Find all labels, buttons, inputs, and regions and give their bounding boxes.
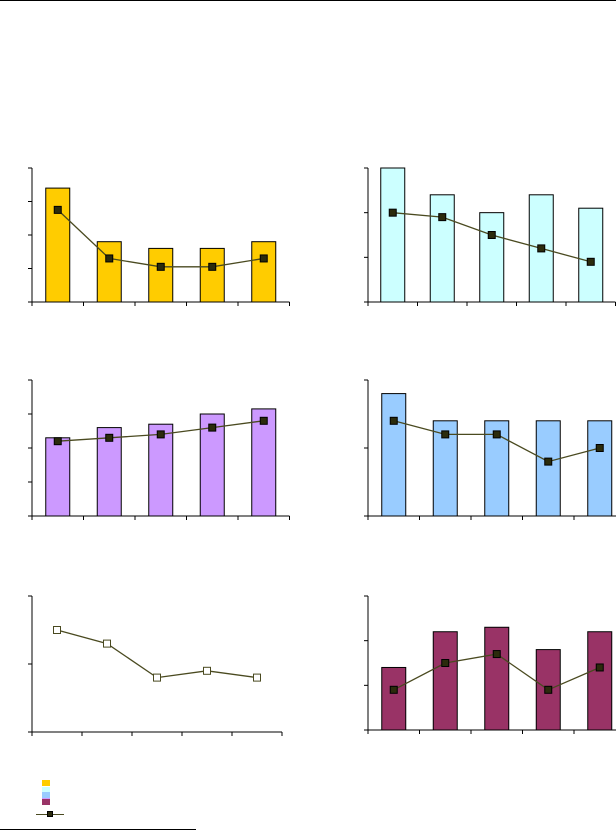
line-point-5 <box>259 416 268 425</box>
legend-swatch-cyan <box>42 787 50 793</box>
line-point-2 <box>441 430 450 439</box>
bar-2 <box>96 427 122 517</box>
series-line <box>56 629 258 679</box>
bar-5 <box>251 241 277 303</box>
chart-3 <box>28 379 290 520</box>
line-point-5 <box>595 663 604 672</box>
chart-2 <box>364 167 616 306</box>
line-point-3 <box>153 673 161 682</box>
bar-1 <box>381 393 407 517</box>
line-point-1 <box>389 416 398 425</box>
line-point-2 <box>105 254 114 263</box>
line-point-2 <box>103 639 111 648</box>
line-point-3 <box>492 430 501 439</box>
bar-1 <box>381 666 407 731</box>
line-point-2 <box>438 213 447 222</box>
bar-2 <box>429 194 455 303</box>
line-point-1 <box>53 626 61 634</box>
line-point-4 <box>544 685 553 694</box>
line-point-4 <box>537 244 546 253</box>
legend-swatch-maroon <box>42 799 50 805</box>
top-rule <box>0 0 616 1</box>
line-point-3 <box>156 430 165 439</box>
line-point-4 <box>208 262 217 271</box>
line-point-5 <box>253 673 261 682</box>
chart-5 <box>28 595 283 736</box>
legend-line-marker <box>47 811 53 817</box>
bar-5 <box>578 207 604 303</box>
line-point-3 <box>492 650 501 659</box>
bar-3 <box>148 423 174 517</box>
line-point-2 <box>105 433 114 442</box>
line-point-3 <box>487 231 496 239</box>
bar-5 <box>587 420 613 517</box>
line-point-4 <box>544 457 553 466</box>
legend-swatch-blue <box>42 792 50 798</box>
bar-5 <box>251 408 277 517</box>
line-point-2 <box>441 659 450 667</box>
line-point-4 <box>208 423 217 432</box>
bar-4 <box>199 247 225 303</box>
bar-2 <box>432 631 458 731</box>
line-point-5 <box>259 254 268 263</box>
legend-swatch-yellow <box>42 780 50 786</box>
line-point-5 <box>586 257 595 266</box>
bar-1 <box>380 167 406 303</box>
bottom-rule <box>0 829 196 830</box>
bar-5 <box>587 631 613 731</box>
bar-1 <box>45 437 71 517</box>
bar-4 <box>535 420 561 517</box>
chart-6 <box>364 595 616 734</box>
line-point-3 <box>156 262 165 271</box>
chart-1 <box>28 167 290 306</box>
bar-3 <box>148 247 174 303</box>
line-point-1 <box>389 685 398 694</box>
bar-3 <box>484 626 510 731</box>
line-point-1 <box>53 205 62 214</box>
legend <box>36 778 76 820</box>
line-point-1 <box>388 208 397 217</box>
line-point-5 <box>595 444 604 452</box>
bar-3 <box>479 212 505 303</box>
line-point-4 <box>203 666 211 675</box>
bar-1 <box>45 187 71 303</box>
line-point-1 <box>53 437 62 446</box>
chart-4 <box>364 379 616 520</box>
